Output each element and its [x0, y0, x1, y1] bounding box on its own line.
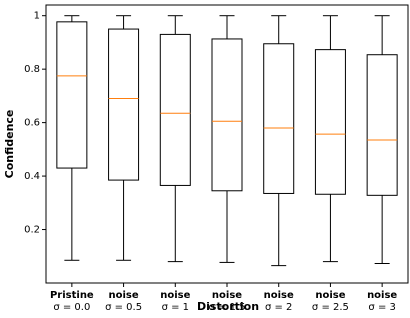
- box: [211, 38, 243, 192]
- x-tick-label: σ = 0.5: [105, 302, 142, 313]
- x-tick-label: σ = 2: [265, 302, 292, 313]
- y-tick-label: 0.8: [24, 64, 40, 75]
- box: [159, 33, 191, 186]
- y-axis-label: Confidence: [3, 110, 16, 179]
- x-tick-label: noise: [160, 290, 190, 301]
- box: [108, 28, 140, 181]
- y-tick-label: 0.2: [24, 225, 40, 236]
- x-tick-label: noise: [264, 290, 294, 301]
- x-tick-label: noise: [212, 290, 242, 301]
- y-tick-label: 0.4: [24, 171, 40, 182]
- x-axis-label: Distortion: [197, 300, 259, 313]
- box: [314, 49, 346, 195]
- box: [263, 43, 295, 194]
- x-tick-label: σ = 0.0: [53, 302, 90, 313]
- x-tick-label: noise: [108, 290, 138, 301]
- x-tick-label: σ = 2.5: [312, 302, 349, 313]
- box: [56, 21, 88, 169]
- x-tick-label: noise: [315, 290, 345, 301]
- plot-frame: [45, 4, 409, 284]
- x-tick-label: σ = 1.5: [209, 302, 246, 313]
- y-tick-label: 1: [34, 11, 40, 22]
- box: [366, 54, 398, 196]
- x-tick-label: Pristine: [50, 290, 94, 301]
- x-tick-label: σ = 3: [368, 302, 395, 313]
- y-tick-label: 0.6: [24, 118, 40, 129]
- x-tick-label: noise: [367, 290, 397, 301]
- x-tick-label: σ = 1: [162, 302, 189, 313]
